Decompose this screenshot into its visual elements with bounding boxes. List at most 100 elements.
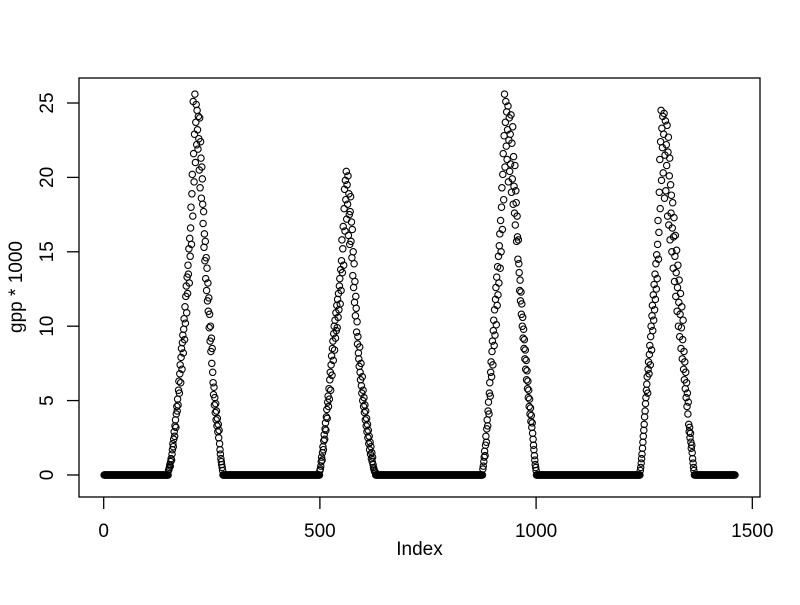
data-point bbox=[208, 368, 217, 377]
data-point bbox=[189, 212, 197, 220]
data-point bbox=[525, 395, 534, 403]
data-point bbox=[515, 286, 524, 295]
data-point bbox=[522, 356, 530, 365]
data-point bbox=[689, 463, 698, 472]
data-point bbox=[329, 356, 338, 365]
data-point bbox=[202, 253, 210, 262]
data-point bbox=[181, 319, 190, 327]
data-point bbox=[493, 301, 501, 310]
data-point bbox=[669, 233, 678, 241]
data-point bbox=[514, 236, 523, 244]
data-point bbox=[207, 334, 216, 342]
data-point bbox=[676, 289, 685, 298]
data-point bbox=[648, 301, 657, 310]
data-point bbox=[663, 121, 671, 130]
data-point bbox=[684, 398, 693, 406]
data-point bbox=[519, 334, 527, 342]
data-point bbox=[338, 236, 346, 244]
data-point bbox=[483, 422, 492, 430]
data-point bbox=[523, 384, 532, 393]
plot-border bbox=[78, 77, 761, 498]
data-point bbox=[500, 90, 509, 98]
data-point bbox=[689, 459, 697, 467]
data-point bbox=[170, 432, 179, 441]
data-point bbox=[195, 114, 204, 122]
data-point bbox=[684, 420, 693, 429]
data-point bbox=[336, 274, 344, 283]
data-point bbox=[508, 139, 516, 147]
data-point bbox=[173, 402, 181, 411]
data-point bbox=[532, 466, 540, 475]
data-point bbox=[640, 420, 648, 429]
data-point bbox=[344, 231, 353, 240]
y-tick-label: 25 bbox=[37, 92, 58, 113]
data-point bbox=[172, 410, 181, 418]
data-point bbox=[479, 465, 487, 473]
data-point bbox=[650, 280, 658, 289]
data-point bbox=[529, 441, 538, 449]
data-point bbox=[186, 224, 195, 232]
data-point bbox=[647, 322, 655, 330]
data-point bbox=[339, 261, 348, 269]
data-point bbox=[666, 181, 675, 189]
data-point bbox=[507, 188, 516, 197]
data-point bbox=[205, 294, 213, 302]
data-point bbox=[201, 237, 210, 246]
data-point bbox=[368, 448, 376, 457]
data-point bbox=[676, 310, 684, 319]
y-tick-label: 0 bbox=[37, 470, 58, 481]
data-point bbox=[688, 454, 697, 463]
data-point bbox=[530, 451, 539, 460]
data-point bbox=[176, 361, 184, 369]
data-point bbox=[327, 352, 336, 360]
data-point bbox=[179, 349, 188, 357]
data-point bbox=[636, 466, 645, 475]
data-point bbox=[352, 304, 360, 313]
data-point bbox=[348, 225, 357, 234]
data-point bbox=[212, 407, 221, 415]
data-point bbox=[495, 279, 503, 287]
x-axis: 0 500 1000 1500 bbox=[98, 497, 773, 542]
data-point bbox=[481, 441, 490, 449]
data-point bbox=[358, 373, 367, 381]
data-point bbox=[688, 441, 696, 449]
data-point bbox=[326, 386, 335, 394]
data-point bbox=[687, 444, 696, 452]
data-point bbox=[657, 176, 666, 185]
data-point bbox=[176, 378, 185, 387]
x-axis-title: Index bbox=[396, 539, 443, 560]
data-point bbox=[196, 184, 204, 192]
data-point bbox=[488, 337, 497, 345]
data-point bbox=[333, 323, 341, 332]
data-point bbox=[357, 359, 365, 368]
data-point bbox=[660, 109, 668, 118]
data-point bbox=[355, 355, 363, 363]
data-point bbox=[205, 310, 214, 319]
data-point bbox=[521, 346, 530, 354]
data-point bbox=[527, 411, 536, 420]
data-point bbox=[180, 335, 189, 344]
data-point bbox=[511, 161, 519, 170]
data-point bbox=[665, 172, 674, 180]
data-point bbox=[672, 246, 681, 255]
data-point bbox=[641, 407, 649, 415]
data-point bbox=[531, 463, 540, 472]
data-point bbox=[339, 245, 347, 253]
data-point bbox=[343, 200, 352, 208]
data-point bbox=[482, 438, 491, 446]
data-point bbox=[185, 279, 194, 287]
data-point bbox=[659, 169, 667, 177]
x-tick-label: 0 bbox=[98, 521, 109, 542]
data-point bbox=[682, 393, 690, 402]
data-point bbox=[350, 259, 358, 268]
data-point bbox=[200, 230, 209, 238]
data-point bbox=[211, 399, 220, 408]
data-point bbox=[204, 279, 212, 287]
data-point bbox=[342, 167, 351, 176]
data-point bbox=[525, 402, 533, 411]
data-point bbox=[515, 259, 523, 268]
data-point bbox=[686, 429, 695, 438]
data-point bbox=[683, 402, 691, 411]
x-tick-label: 1500 bbox=[731, 521, 773, 542]
